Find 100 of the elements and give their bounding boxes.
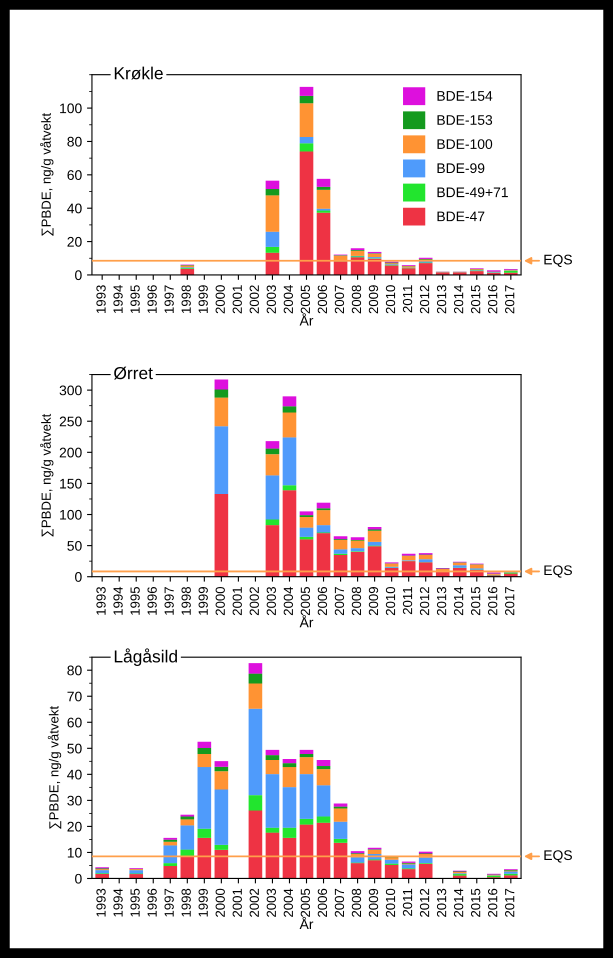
- legend-label: BDE-99: [438, 163, 484, 174]
- x-tick-label: 1995: [130, 285, 140, 314]
- x-tick-label: 2012: [420, 888, 430, 917]
- x-tick-label: 2010: [386, 586, 396, 616]
- chart-title: Krøkle: [114, 66, 163, 80]
- y-tick-label: 80: [67, 666, 82, 676]
- x-tick-label: 1998: [182, 285, 191, 314]
- x-tick-label: 1996: [147, 285, 157, 314]
- y-tick-label: 100: [60, 103, 82, 114]
- legend-label: BDE-49+71: [438, 187, 508, 198]
- x-tick-label: 2017: [505, 587, 514, 616]
- x-tick-label: 2010: [386, 888, 396, 917]
- x-tick-label: 1999: [198, 888, 208, 917]
- x-tick-label: 2002: [250, 285, 259, 314]
- x-tick-label: 2004: [284, 285, 294, 314]
- y-tick-label: 80: [67, 136, 82, 147]
- x-tick-label: 2007: [334, 285, 344, 314]
- y-axis-title: ∑PBDE, ng/g våtvekt: [48, 706, 62, 829]
- x-tick-label: 1999: [198, 285, 208, 314]
- x-tick-label: 2012: [420, 587, 430, 616]
- x-tick-label: 2000: [216, 888, 225, 917]
- ref-line-label: EQS: [544, 565, 572, 578]
- x-tick-label: 2006: [318, 888, 328, 917]
- x-tick-label: 2003: [266, 888, 276, 917]
- y-tick-label: 50: [67, 744, 82, 754]
- y-tick-label: 0: [75, 572, 82, 582]
- x-tick-label: 2015: [470, 888, 480, 917]
- x-axis-title: År: [300, 916, 314, 930]
- x-tick-label: 2005: [300, 285, 310, 314]
- x-tick-label: 2016: [488, 888, 498, 917]
- y-tick-label: 60: [67, 718, 82, 728]
- x-tick-label: 1997: [164, 285, 174, 314]
- y-tick-label: 40: [67, 204, 82, 214]
- legend-label: BDE-100: [438, 139, 492, 150]
- x-tick-label: 2014: [454, 888, 464, 917]
- x-tick-label: 2015: [470, 285, 480, 314]
- x-tick-label: 2013: [436, 888, 446, 917]
- x-tick-label: 1999: [198, 587, 208, 615]
- x-tick-label: 1995: [130, 888, 140, 917]
- x-tick-label: 2004: [284, 888, 294, 917]
- x-tick-label: 2014: [454, 586, 464, 616]
- x-tick-label: 2001: [232, 888, 242, 917]
- x-tick-label: 2016: [488, 285, 498, 314]
- y-axis-title: ∑PBDE, ng/g våtvekt: [40, 414, 54, 537]
- x-tick-label: 2011: [402, 888, 412, 916]
- x-tick-label: 2003: [266, 587, 276, 616]
- legend-label: BDE-47: [438, 212, 484, 222]
- y-tick-label: 0: [75, 270, 82, 280]
- y-tick-label: 200: [60, 448, 82, 458]
- x-tick-label: 1995: [130, 586, 140, 615]
- x-axis-title: År: [300, 313, 314, 326]
- x-tick-label: 2013: [436, 587, 446, 616]
- x-tick-label: 2000: [216, 586, 225, 616]
- x-tick-label: 1997: [164, 888, 174, 917]
- y-tick-label: 30: [67, 796, 82, 806]
- x-tick-label: 2015: [470, 586, 480, 616]
- y-tick-label: 150: [60, 478, 82, 489]
- x-tick-label: 2003: [266, 285, 276, 314]
- legend-label: BDE-154: [438, 91, 492, 101]
- x-tick-label: 2013: [436, 285, 446, 314]
- x-tick-label: 2010: [386, 285, 396, 314]
- x-tick-label: 2007: [334, 587, 344, 616]
- x-tick-label: 2008: [352, 587, 362, 616]
- chart-title: Lågåsild: [114, 648, 177, 666]
- y-tick-label: 20: [67, 236, 82, 247]
- x-tick-label: 1996: [147, 888, 157, 917]
- x-tick-label: 2009: [368, 587, 378, 616]
- ref-line-label: EQS: [544, 254, 572, 267]
- y-tick-label: 50: [67, 540, 82, 551]
- x-tick-label: 1997: [164, 587, 174, 615]
- x-tick-label: 2007: [334, 888, 344, 917]
- x-tick-label: 2001: [232, 285, 242, 314]
- y-tick-label: 40: [67, 770, 82, 780]
- x-tick-label: 2017: [505, 285, 514, 314]
- x-tick-label: 2006: [318, 285, 328, 314]
- x-tick-label: 2005: [300, 888, 310, 917]
- x-tick-label: 2017: [505, 888, 514, 917]
- x-tick-label: 1996: [147, 587, 157, 615]
- x-tick-label: 1993: [96, 587, 106, 615]
- y-axis-title: ∑PBDE, ng/g våtvekt: [40, 113, 54, 236]
- x-tick-label: 2002: [250, 587, 259, 616]
- y-tick-label: 10: [68, 848, 82, 858]
- x-tick-label: 2009: [368, 285, 378, 314]
- y-tick-label: 60: [67, 170, 82, 180]
- x-tick-label: 2001: [232, 587, 242, 616]
- y-tick-label: 100: [60, 510, 82, 520]
- x-tick-label: 1994: [113, 285, 123, 314]
- x-tick-label: 1998: [182, 587, 191, 615]
- x-tick-label: 2004: [284, 586, 294, 616]
- ref-line-label: EQS: [544, 850, 572, 863]
- legend-label: BDE-153: [438, 115, 492, 125]
- chart-title: Ørret: [114, 366, 153, 380]
- y-tick-label: 70: [67, 692, 82, 702]
- x-tick-label: 2014: [454, 285, 464, 314]
- x-tick-label: 1994: [113, 586, 123, 615]
- x-axis-title: År: [300, 615, 314, 628]
- x-tick-label: 2016: [488, 587, 498, 616]
- x-tick-label: 2011: [402, 587, 412, 614]
- x-tick-label: 2011: [402, 285, 412, 312]
- y-tick-label: 250: [60, 416, 82, 426]
